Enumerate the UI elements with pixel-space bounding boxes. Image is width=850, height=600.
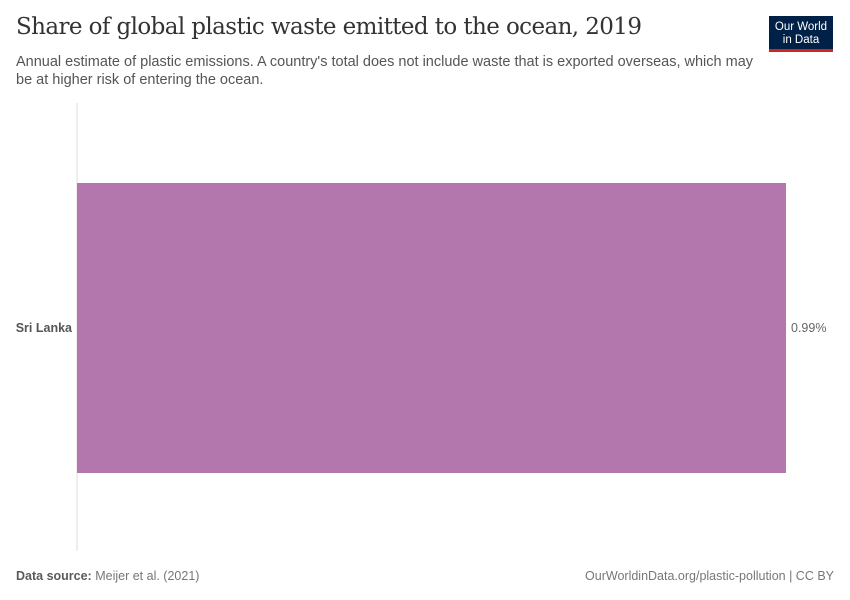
owid-logo[interactable]: Our World in Data <box>769 16 833 52</box>
footer-url[interactable]: OurWorldinData.org/plastic-pollution | C… <box>585 569 834 583</box>
source-link[interactable]: Meijer et al. (2021) <box>95 569 200 583</box>
bar-sri-lanka[interactable] <box>77 183 786 473</box>
value-label: 0.99% <box>791 321 826 335</box>
data-source: Data source: Meijer et al. (2021) <box>16 569 199 583</box>
category-label: Sri Lanka <box>16 321 73 335</box>
chart-subtitle: Annual estimate of plastic emissions. A … <box>16 54 754 88</box>
logo-line1: Our World <box>774 21 828 33</box>
chart-title: Share of global plastic waste emitted to… <box>16 14 642 40</box>
source-label: Data source: <box>16 569 92 583</box>
logo-line2: in Data <box>782 34 820 46</box>
